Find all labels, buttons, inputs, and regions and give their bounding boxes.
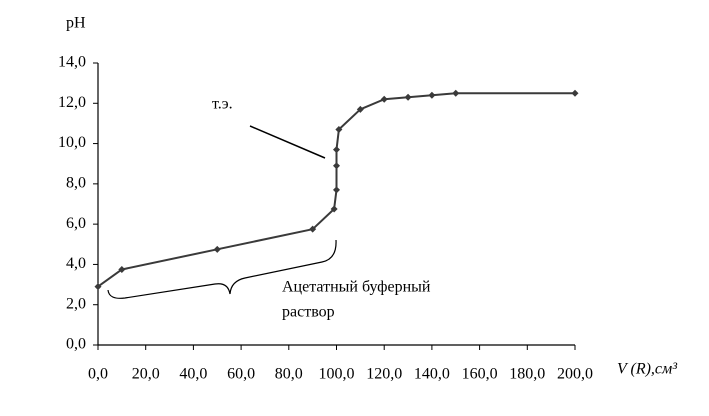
x-tick-label: 40,0 [179,366,207,383]
annotation-pointer [249,125,326,159]
data-point [309,225,317,233]
y-tick-label: 0,0 [66,336,86,353]
data-point [571,89,579,97]
data-point [452,89,460,97]
y-tick-label: 4,0 [66,255,86,272]
x-tick-label: 80,0 [275,366,303,383]
brace [107,239,337,299]
data-point [333,186,340,194]
y-tick-label: 2,0 [66,295,86,312]
data-point [333,162,340,170]
annotation: Ацетатный буферный [282,279,431,296]
x-tick-label: 160,0 [462,366,498,383]
x-tick-label: 0,0 [88,366,108,383]
data-point [404,93,412,101]
x-tick-label: 200,0 [557,366,593,383]
data-point [330,205,338,213]
x-tick-label: 60,0 [227,366,255,383]
data-point [356,105,364,113]
x-tick-label: 100,0 [319,366,355,383]
x-tick-label: 120,0 [366,366,402,383]
x-tick-label: 20,0 [132,366,160,383]
y-tick-label: 10,0 [58,134,86,151]
y-tick-label: 8,0 [66,175,86,192]
y-axis-label: pH [66,15,86,32]
data-point [118,265,126,273]
data-point [333,146,340,154]
data-point [213,245,221,253]
data-point [94,283,102,291]
y-tick-label: 14,0 [58,54,86,71]
annotation: т.э. [212,96,233,113]
data-point [335,125,343,133]
annotation: раствор [282,304,335,321]
x-axis-label: V (R),см³ [617,361,677,378]
data-point [428,91,436,99]
x-tick-label: 140,0 [414,366,450,383]
y-tick-label: 12,0 [58,94,86,111]
data-point [380,95,388,103]
x-tick-label: 180,0 [509,366,545,383]
y-tick-label: 6,0 [66,215,86,232]
